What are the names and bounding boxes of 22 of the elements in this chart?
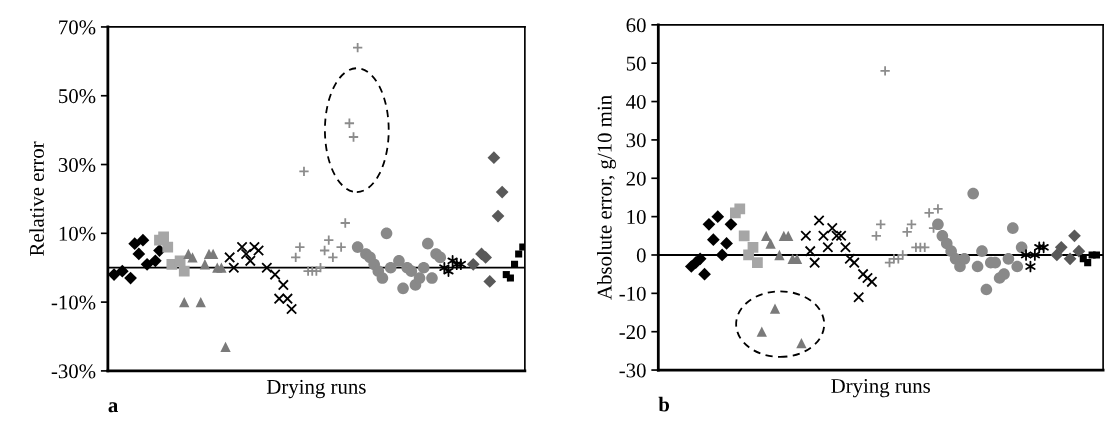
x-axis-title: Drying runs	[266, 379, 366, 399]
y-tick-label: 10	[627, 210, 646, 225]
text: b	[658, 396, 670, 412]
y-tick-label: -20	[619, 325, 646, 340]
y-tick-label: 60	[626, 18, 646, 33]
y-axis-title: Relative error	[29, 141, 44, 256]
y-tick-label: 50	[626, 56, 646, 71]
y-tick-label: 70%	[59, 20, 96, 35]
y-tick-label: 50%	[59, 89, 96, 104]
y-tick-label: 20	[626, 171, 646, 186]
y-tick-label: -10	[619, 286, 646, 301]
y-axis-title: Absolute error, g/10 min	[597, 95, 616, 300]
y-tick-label: 40	[626, 94, 646, 109]
y-tick-label: 30%	[58, 157, 96, 173]
y-tick-label: 30	[626, 133, 646, 148]
x-axis-title: Drying runs	[831, 378, 930, 398]
text: a	[108, 402, 118, 413]
y-tick-label: -10%	[51, 295, 96, 310]
y-tick-label: 10%	[59, 226, 96, 241]
y-tick-label: -30	[619, 363, 646, 378]
y-tick-label: 0	[636, 248, 646, 263]
y-tick-label: -30%	[51, 364, 96, 379]
